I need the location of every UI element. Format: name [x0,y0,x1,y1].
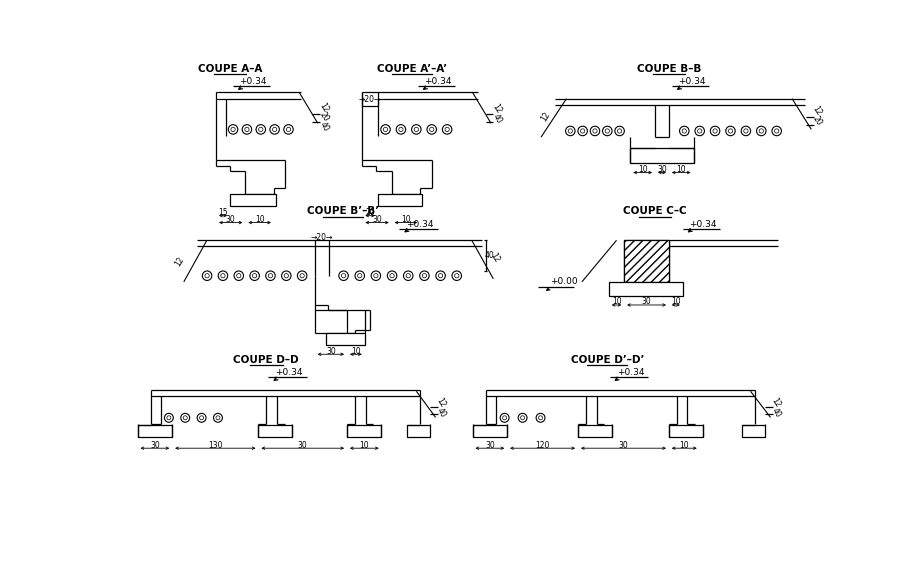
Text: +0.34: +0.34 [617,368,644,377]
Text: 30: 30 [150,440,160,450]
Text: 120: 120 [535,440,550,450]
Text: 20: 20 [365,208,375,217]
Bar [327,333,365,345]
Text: 30: 30 [226,215,236,224]
Text: 30: 30 [619,440,628,450]
Text: 10: 10 [351,347,360,355]
Bar [230,194,277,206]
Text: 40: 40 [770,406,783,419]
Text: 20: 20 [318,110,330,124]
Text: 10: 10 [612,298,622,306]
Bar [407,425,430,438]
Text: 20: 20 [811,114,823,127]
Bar [742,425,765,438]
Text: 30: 30 [326,347,336,355]
Text: 12: 12 [174,255,187,268]
Bar [669,425,703,438]
Text: COUPE A–A: COUPE A–A [197,64,262,74]
Text: 15: 15 [218,208,228,217]
Text: +0.34: +0.34 [407,220,434,229]
Bar [137,425,172,438]
Text: 12: 12 [435,397,448,409]
Text: →20→: →20→ [310,234,333,243]
Bar [609,282,682,296]
Text: →20→: →20→ [359,95,381,104]
Text: 12: 12 [540,111,552,124]
Text: 30: 30 [372,215,382,224]
Text: 40: 40 [435,406,448,419]
Text: +0.34: +0.34 [239,77,267,86]
Text: 10: 10 [638,165,648,174]
Bar [347,425,381,438]
Text: COUPE B–B: COUPE B–B [637,64,701,74]
Text: +0.34: +0.34 [424,77,451,86]
Text: 130: 130 [208,440,223,450]
Text: 10: 10 [255,215,265,224]
Text: 40: 40 [318,121,330,134]
Text: 12: 12 [811,105,823,117]
Text: COUPE D’–D’: COUPE D’–D’ [571,355,644,365]
Text: 10: 10 [671,298,681,306]
Bar [578,425,612,438]
Text: COUPE A’–A’: COUPE A’–A’ [378,64,448,74]
Text: +0.00: +0.00 [551,277,578,286]
Bar [631,148,693,164]
Text: COUPE D–D: COUPE D–D [233,355,299,365]
Bar [624,240,669,282]
Text: 10: 10 [359,440,369,450]
Text: 30: 30 [298,440,308,450]
Text: 30: 30 [485,440,495,450]
Text: +0.34: +0.34 [276,368,303,377]
Text: 12: 12 [489,251,501,264]
Text: 12: 12 [490,102,503,115]
Text: 40: 40 [485,251,494,260]
Text: 12: 12 [318,102,330,114]
Text: 30: 30 [657,165,667,174]
Text: 10: 10 [680,440,689,450]
Text: COUPE B’–B’: COUPE B’–B’ [307,206,379,216]
Text: +0.34: +0.34 [689,220,716,229]
Text: 12: 12 [770,397,783,409]
Text: 10: 10 [401,215,410,224]
Text: 40: 40 [490,112,503,125]
Bar [258,425,292,438]
Bar [472,425,507,438]
Text: COUPE C–C: COUPE C–C [623,206,687,216]
Text: 30: 30 [642,298,652,306]
Text: 10: 10 [676,165,686,174]
Bar [378,194,422,206]
Text: +0.34: +0.34 [678,77,706,86]
